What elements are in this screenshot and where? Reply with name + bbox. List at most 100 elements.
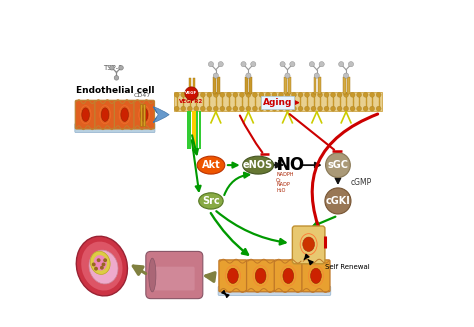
Circle shape	[213, 106, 219, 111]
Circle shape	[239, 92, 245, 97]
Circle shape	[314, 73, 319, 78]
Circle shape	[356, 92, 362, 97]
Circle shape	[279, 92, 283, 97]
Bar	[190, 112, 191, 149]
Circle shape	[350, 106, 355, 111]
Text: VEGF: VEGF	[185, 92, 198, 95]
Ellipse shape	[283, 268, 293, 284]
Circle shape	[259, 92, 264, 97]
Circle shape	[350, 92, 355, 97]
Circle shape	[304, 92, 310, 97]
Text: NADPH
O₂: NADPH O₂	[276, 172, 293, 183]
Circle shape	[363, 92, 368, 97]
Ellipse shape	[197, 156, 225, 174]
FancyBboxPatch shape	[246, 260, 274, 292]
FancyBboxPatch shape	[114, 100, 135, 129]
Circle shape	[253, 92, 257, 97]
Circle shape	[344, 92, 348, 97]
Text: VEGFR2: VEGFR2	[179, 99, 203, 104]
Bar	[193, 78, 195, 94]
Bar	[343, 77, 346, 94]
Circle shape	[325, 188, 351, 214]
Bar	[194, 112, 196, 149]
Circle shape	[194, 106, 199, 111]
Bar	[313, 77, 317, 94]
Circle shape	[239, 106, 245, 111]
FancyBboxPatch shape	[292, 226, 325, 264]
Circle shape	[324, 106, 329, 111]
FancyBboxPatch shape	[95, 100, 115, 129]
FancyBboxPatch shape	[218, 286, 331, 295]
Circle shape	[251, 61, 256, 67]
Circle shape	[181, 92, 186, 97]
Ellipse shape	[76, 236, 128, 296]
Circle shape	[326, 153, 350, 178]
Circle shape	[285, 106, 290, 111]
Circle shape	[227, 92, 231, 97]
Circle shape	[376, 92, 381, 97]
Circle shape	[311, 92, 316, 97]
Bar	[143, 104, 145, 126]
Circle shape	[201, 92, 205, 97]
Circle shape	[109, 65, 114, 70]
Circle shape	[213, 73, 219, 78]
Circle shape	[311, 106, 316, 111]
Circle shape	[290, 61, 295, 67]
Bar	[199, 112, 201, 149]
Circle shape	[207, 106, 212, 111]
Circle shape	[272, 92, 277, 97]
Circle shape	[356, 106, 362, 111]
Text: Endothelial cell: Endothelial cell	[76, 87, 155, 95]
Bar	[289, 77, 292, 94]
Text: NO: NO	[277, 156, 305, 174]
Text: eNOS: eNOS	[243, 160, 273, 170]
Circle shape	[185, 87, 198, 100]
Circle shape	[265, 106, 270, 111]
Text: Self Renewal: Self Renewal	[325, 264, 370, 270]
Circle shape	[272, 106, 277, 111]
Circle shape	[246, 92, 251, 97]
Circle shape	[376, 106, 381, 111]
Bar	[284, 77, 287, 94]
Bar	[192, 112, 194, 149]
Bar	[347, 77, 350, 94]
Circle shape	[344, 106, 348, 111]
Text: Akt: Akt	[201, 160, 220, 170]
Circle shape	[201, 106, 205, 111]
Circle shape	[324, 92, 329, 97]
Circle shape	[119, 65, 123, 70]
Circle shape	[292, 106, 296, 111]
Circle shape	[101, 263, 105, 267]
Circle shape	[209, 61, 214, 67]
Circle shape	[298, 106, 303, 111]
Circle shape	[233, 106, 238, 111]
Circle shape	[338, 61, 344, 67]
FancyBboxPatch shape	[219, 260, 247, 292]
Text: Aging: Aging	[263, 98, 292, 107]
Circle shape	[174, 92, 179, 97]
Circle shape	[285, 92, 290, 97]
Circle shape	[348, 61, 354, 67]
Ellipse shape	[140, 108, 148, 121]
Circle shape	[292, 92, 296, 97]
Circle shape	[233, 92, 238, 97]
Ellipse shape	[94, 255, 107, 270]
Circle shape	[265, 92, 270, 97]
Circle shape	[285, 73, 290, 78]
Circle shape	[213, 92, 219, 97]
Text: CD47: CD47	[134, 93, 151, 98]
Bar	[245, 77, 248, 94]
Circle shape	[259, 106, 264, 111]
Ellipse shape	[89, 250, 118, 284]
FancyBboxPatch shape	[75, 100, 96, 129]
Ellipse shape	[199, 193, 223, 209]
Text: Src: Src	[202, 196, 220, 206]
Bar	[212, 77, 216, 94]
Circle shape	[330, 92, 336, 97]
FancyBboxPatch shape	[302, 260, 330, 292]
FancyBboxPatch shape	[274, 260, 302, 292]
Circle shape	[181, 106, 186, 111]
Circle shape	[97, 258, 100, 262]
Circle shape	[363, 106, 368, 111]
Text: TSP-1: TSP-1	[103, 65, 123, 71]
